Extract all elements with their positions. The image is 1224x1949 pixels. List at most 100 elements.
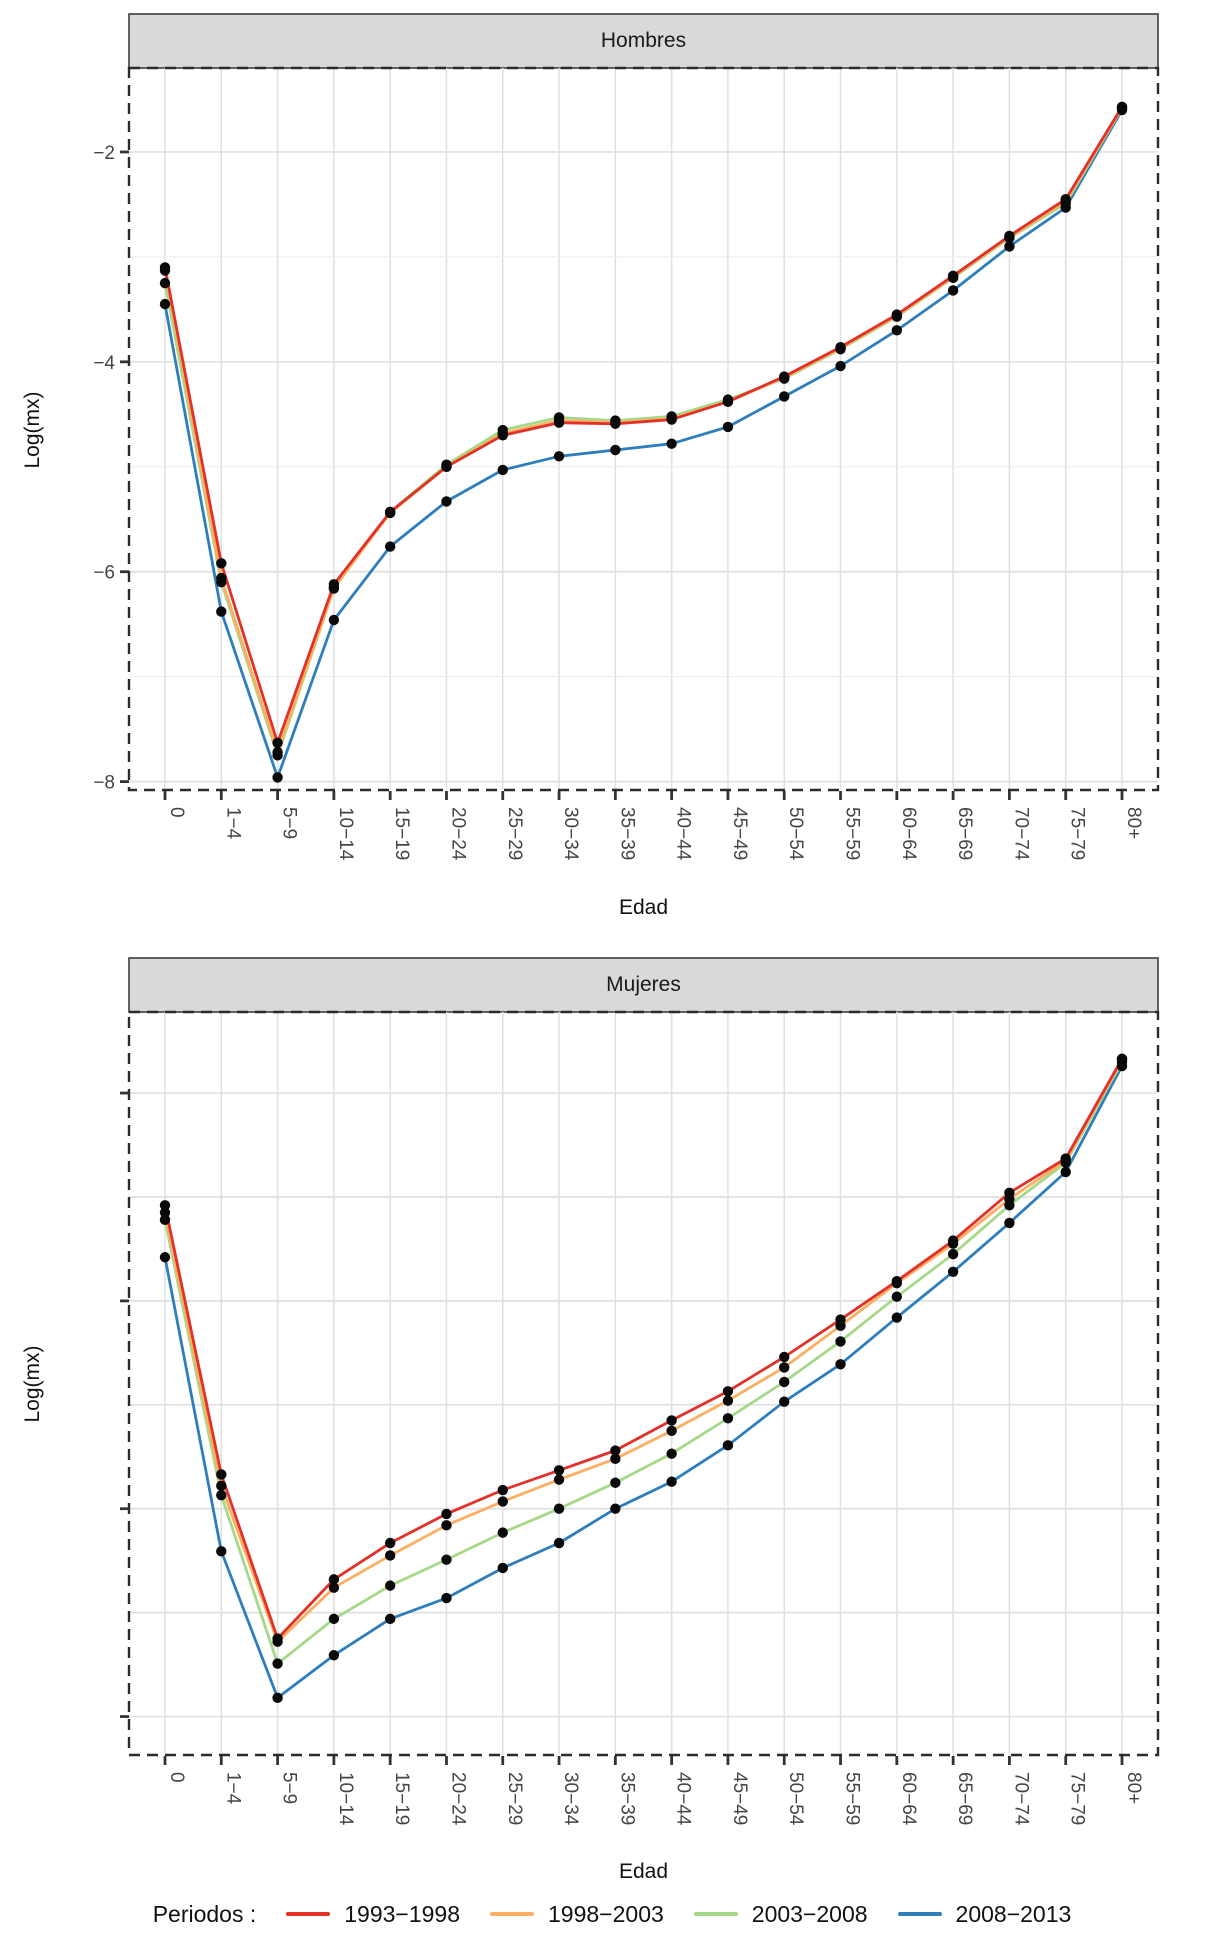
data-point	[1060, 1166, 1071, 1178]
data-point	[441, 459, 452, 470]
data-point	[328, 1650, 340, 1661]
data-point	[610, 444, 621, 456]
series-line-2003-2008	[163, 1060, 1124, 1665]
data-point	[610, 1445, 621, 1456]
data-point	[216, 1480, 227, 1492]
legend-label: 1993−1998	[344, 1900, 461, 1927]
data-point	[779, 391, 790, 402]
facet-hombres: 0 1−4 5−9 10−14 15−19 20−24 25−29 30−34 35−39 40−…	[93, 13, 1160, 861]
data-point	[216, 558, 227, 569]
x-axis-title-bottom: Edad	[618, 1860, 669, 1883]
data-point	[666, 1425, 677, 1436]
data-point	[216, 606, 227, 617]
x-tick-label: 30−34	[560, 807, 581, 861]
x-axis-title-top: Edad	[618, 896, 669, 919]
data-point	[722, 1395, 734, 1406]
data-points	[159, 1053, 1128, 1704]
data-point	[779, 1396, 790, 1407]
data-point	[272, 1636, 283, 1647]
legend-label: 2008−2013	[955, 1900, 1072, 1927]
x-tick-label: 50−54	[785, 1772, 806, 1826]
data-point	[610, 415, 621, 426]
data-point	[722, 394, 734, 405]
series-line-1993-1998	[163, 105, 1124, 745]
data-point	[159, 1207, 171, 1218]
data-point	[947, 1248, 959, 1260]
panel-grid	[129, 1012, 1158, 1755]
x-tick-label: 50−54	[785, 807, 806, 861]
data-point	[272, 750, 283, 761]
data-point	[1116, 1060, 1128, 1072]
data-points	[159, 101, 1128, 783]
data-point	[835, 360, 846, 372]
x-tick-label: 60−64	[898, 807, 919, 861]
data-point	[553, 412, 565, 423]
y-axis-title-top: Log(mx)	[21, 391, 44, 469]
x-tick-label: 10−14	[335, 807, 356, 861]
x-tick-label: 35−39	[616, 807, 637, 860]
data-point	[497, 1484, 508, 1496]
data-point	[272, 772, 283, 783]
data-point	[722, 1440, 734, 1451]
data-point	[891, 1291, 903, 1302]
data-point	[497, 1527, 508, 1538]
y-axis-ticks	[120, 1091, 129, 1718]
x-tick-label: 20−24	[447, 807, 468, 861]
x-tick-label: 75−79	[1067, 807, 1088, 860]
data-point	[497, 424, 508, 436]
x-tick-label: 65−69	[954, 807, 975, 860]
panel-border	[127, 1010, 1160, 1757]
x-tick-label: 40−44	[673, 1772, 694, 1826]
x-tick-label: 55−59	[842, 807, 863, 860]
data-point	[497, 1562, 508, 1574]
data-point	[553, 1465, 565, 1476]
x-tick-label: 65−69	[954, 1772, 975, 1825]
data-point	[328, 1613, 340, 1625]
series-line-1993-1998	[163, 1057, 1124, 1640]
x-tick-label: 25−29	[504, 1772, 525, 1825]
data-point	[441, 1554, 452, 1565]
x-tick-label: 60−64	[898, 1772, 919, 1826]
data-point	[722, 421, 734, 433]
data-point	[553, 1537, 565, 1549]
data-point	[216, 1546, 227, 1557]
data-point	[328, 1582, 340, 1593]
x-tick-label: 45−49	[729, 807, 750, 860]
data-point	[553, 1474, 565, 1485]
x-tick-label: 20−24	[447, 1772, 468, 1826]
x-tick-label: 70−74	[1010, 807, 1031, 861]
x-tick-label: 40−44	[673, 807, 694, 861]
legend-item-1993-1998: 1993−1998	[286, 1901, 460, 1928]
data-point	[159, 1214, 171, 1226]
data-point	[947, 285, 959, 296]
x-axis-ticks: 0 1−4 5−9 10−14 15−19 20−24 25−29 30−34 35−39 40−…	[163, 1756, 1144, 1826]
data-point	[666, 1476, 677, 1487]
data-point	[441, 1592, 452, 1604]
x-tick-label: 15−19	[391, 1772, 412, 1825]
panel-grid	[129, 68, 1158, 790]
x-tick-label: 15−19	[391, 807, 412, 860]
data-point	[272, 737, 283, 748]
x-tick-label: 0	[166, 807, 187, 818]
data-point	[272, 1658, 283, 1669]
x-tick-label: 45−49	[729, 1772, 750, 1825]
data-point	[441, 1520, 452, 1531]
x-tick-label: 80+	[1123, 1772, 1144, 1804]
panel-border	[127, 66, 1160, 792]
y-tick-label: −6	[93, 563, 115, 584]
legend-label: 2003−2008	[751, 1900, 868, 1927]
data-point	[216, 1469, 227, 1480]
data-point	[835, 1359, 846, 1370]
data-point	[328, 1574, 340, 1585]
data-point	[891, 311, 903, 322]
data-point	[610, 1503, 621, 1514]
data-point	[328, 614, 340, 626]
legend-title: Periodos :	[152, 1900, 257, 1927]
data-point	[159, 1200, 171, 1211]
data-point	[1004, 1200, 1015, 1211]
data-point	[891, 1278, 903, 1289]
y-tick-label: −2	[93, 143, 115, 164]
data-point	[384, 541, 396, 552]
data-point	[779, 1362, 790, 1373]
data-point	[1004, 241, 1015, 252]
